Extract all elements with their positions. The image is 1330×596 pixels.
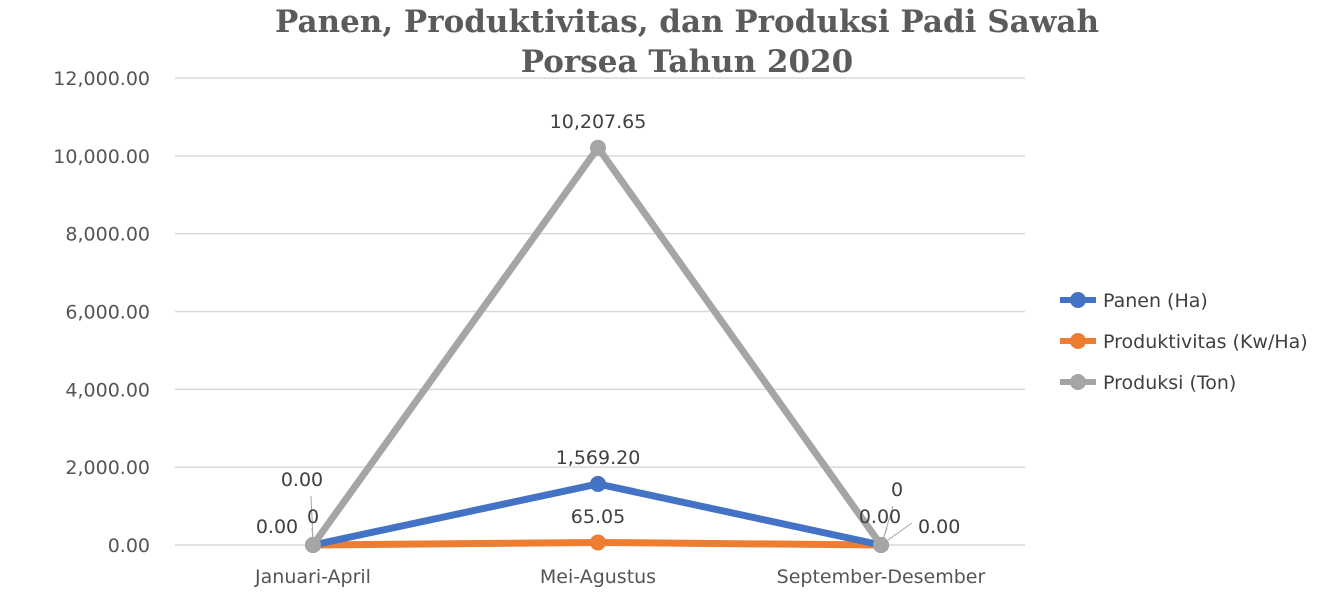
data-point (873, 537, 889, 553)
legend-label: Produksi (Ton) (1103, 372, 1236, 394)
data-label: 1,569.20 (556, 447, 641, 469)
legend-label: Panen (Ha) (1103, 290, 1208, 312)
y-tick-label: 4,000.00 (65, 379, 150, 401)
data-label: 0.00 (256, 516, 298, 538)
data-label: 0.00 (281, 469, 323, 491)
data-point (590, 475, 606, 492)
legend-swatch-marker (1070, 374, 1086, 390)
leader-line (887, 522, 913, 541)
legend-swatch-marker (1070, 333, 1086, 349)
legend: Panen (Ha) Produktivitas (Kw/Ha) Produksi … (1060, 290, 1308, 394)
y-tick-label: 0.00 (108, 535, 150, 557)
x-tick-label: September-Desember (777, 566, 986, 588)
x-tick-label: Januari-April (254, 566, 371, 588)
legend-label: Produktivitas (Kw/Ha) (1103, 331, 1308, 353)
data-label: 0 (891, 479, 903, 501)
data-point (590, 139, 606, 156)
data-labels: 0.00 1,569.20 0.00 0 65.05 0 0.00 10,207.65 0.00 (256, 111, 960, 538)
y-tick-label: 12,000.00 (53, 68, 150, 90)
legend-swatch-marker (1070, 292, 1086, 308)
series-lines (305, 139, 889, 553)
y-axis-tick-labels: 0.00 2,000.00 4,000.00 6,000.00 8,000.00 10,0… (53, 68, 150, 557)
chart-title-line-1: Panen, Produktivitas, dan Produksi Padi … (275, 4, 1099, 40)
y-tick-label: 8,000.00 (65, 224, 150, 246)
label-leader-lines (310, 495, 913, 541)
x-axis-tick-labels: Januari-April Mei-Agustus September-Desemb… (254, 566, 985, 588)
data-label: 10,207.65 (550, 111, 647, 133)
data-label: 65.05 (571, 506, 625, 528)
chart-title-line-2: Porsea Tahun 2020 (521, 44, 853, 80)
y-tick-label: 10,000.00 (53, 146, 150, 168)
data-point (590, 534, 606, 551)
data-label: 0 (307, 506, 319, 528)
data-label: 0.00 (918, 516, 960, 538)
x-tick-label: Mei-Agustus (540, 566, 656, 588)
data-label: 0.00 (859, 506, 901, 528)
data-point (305, 537, 321, 553)
chart-title: Panen, Produktivitas, dan Produksi Padi … (275, 4, 1099, 80)
y-tick-label: 2,000.00 (65, 457, 150, 479)
y-tick-label: 6,000.00 (65, 302, 150, 324)
